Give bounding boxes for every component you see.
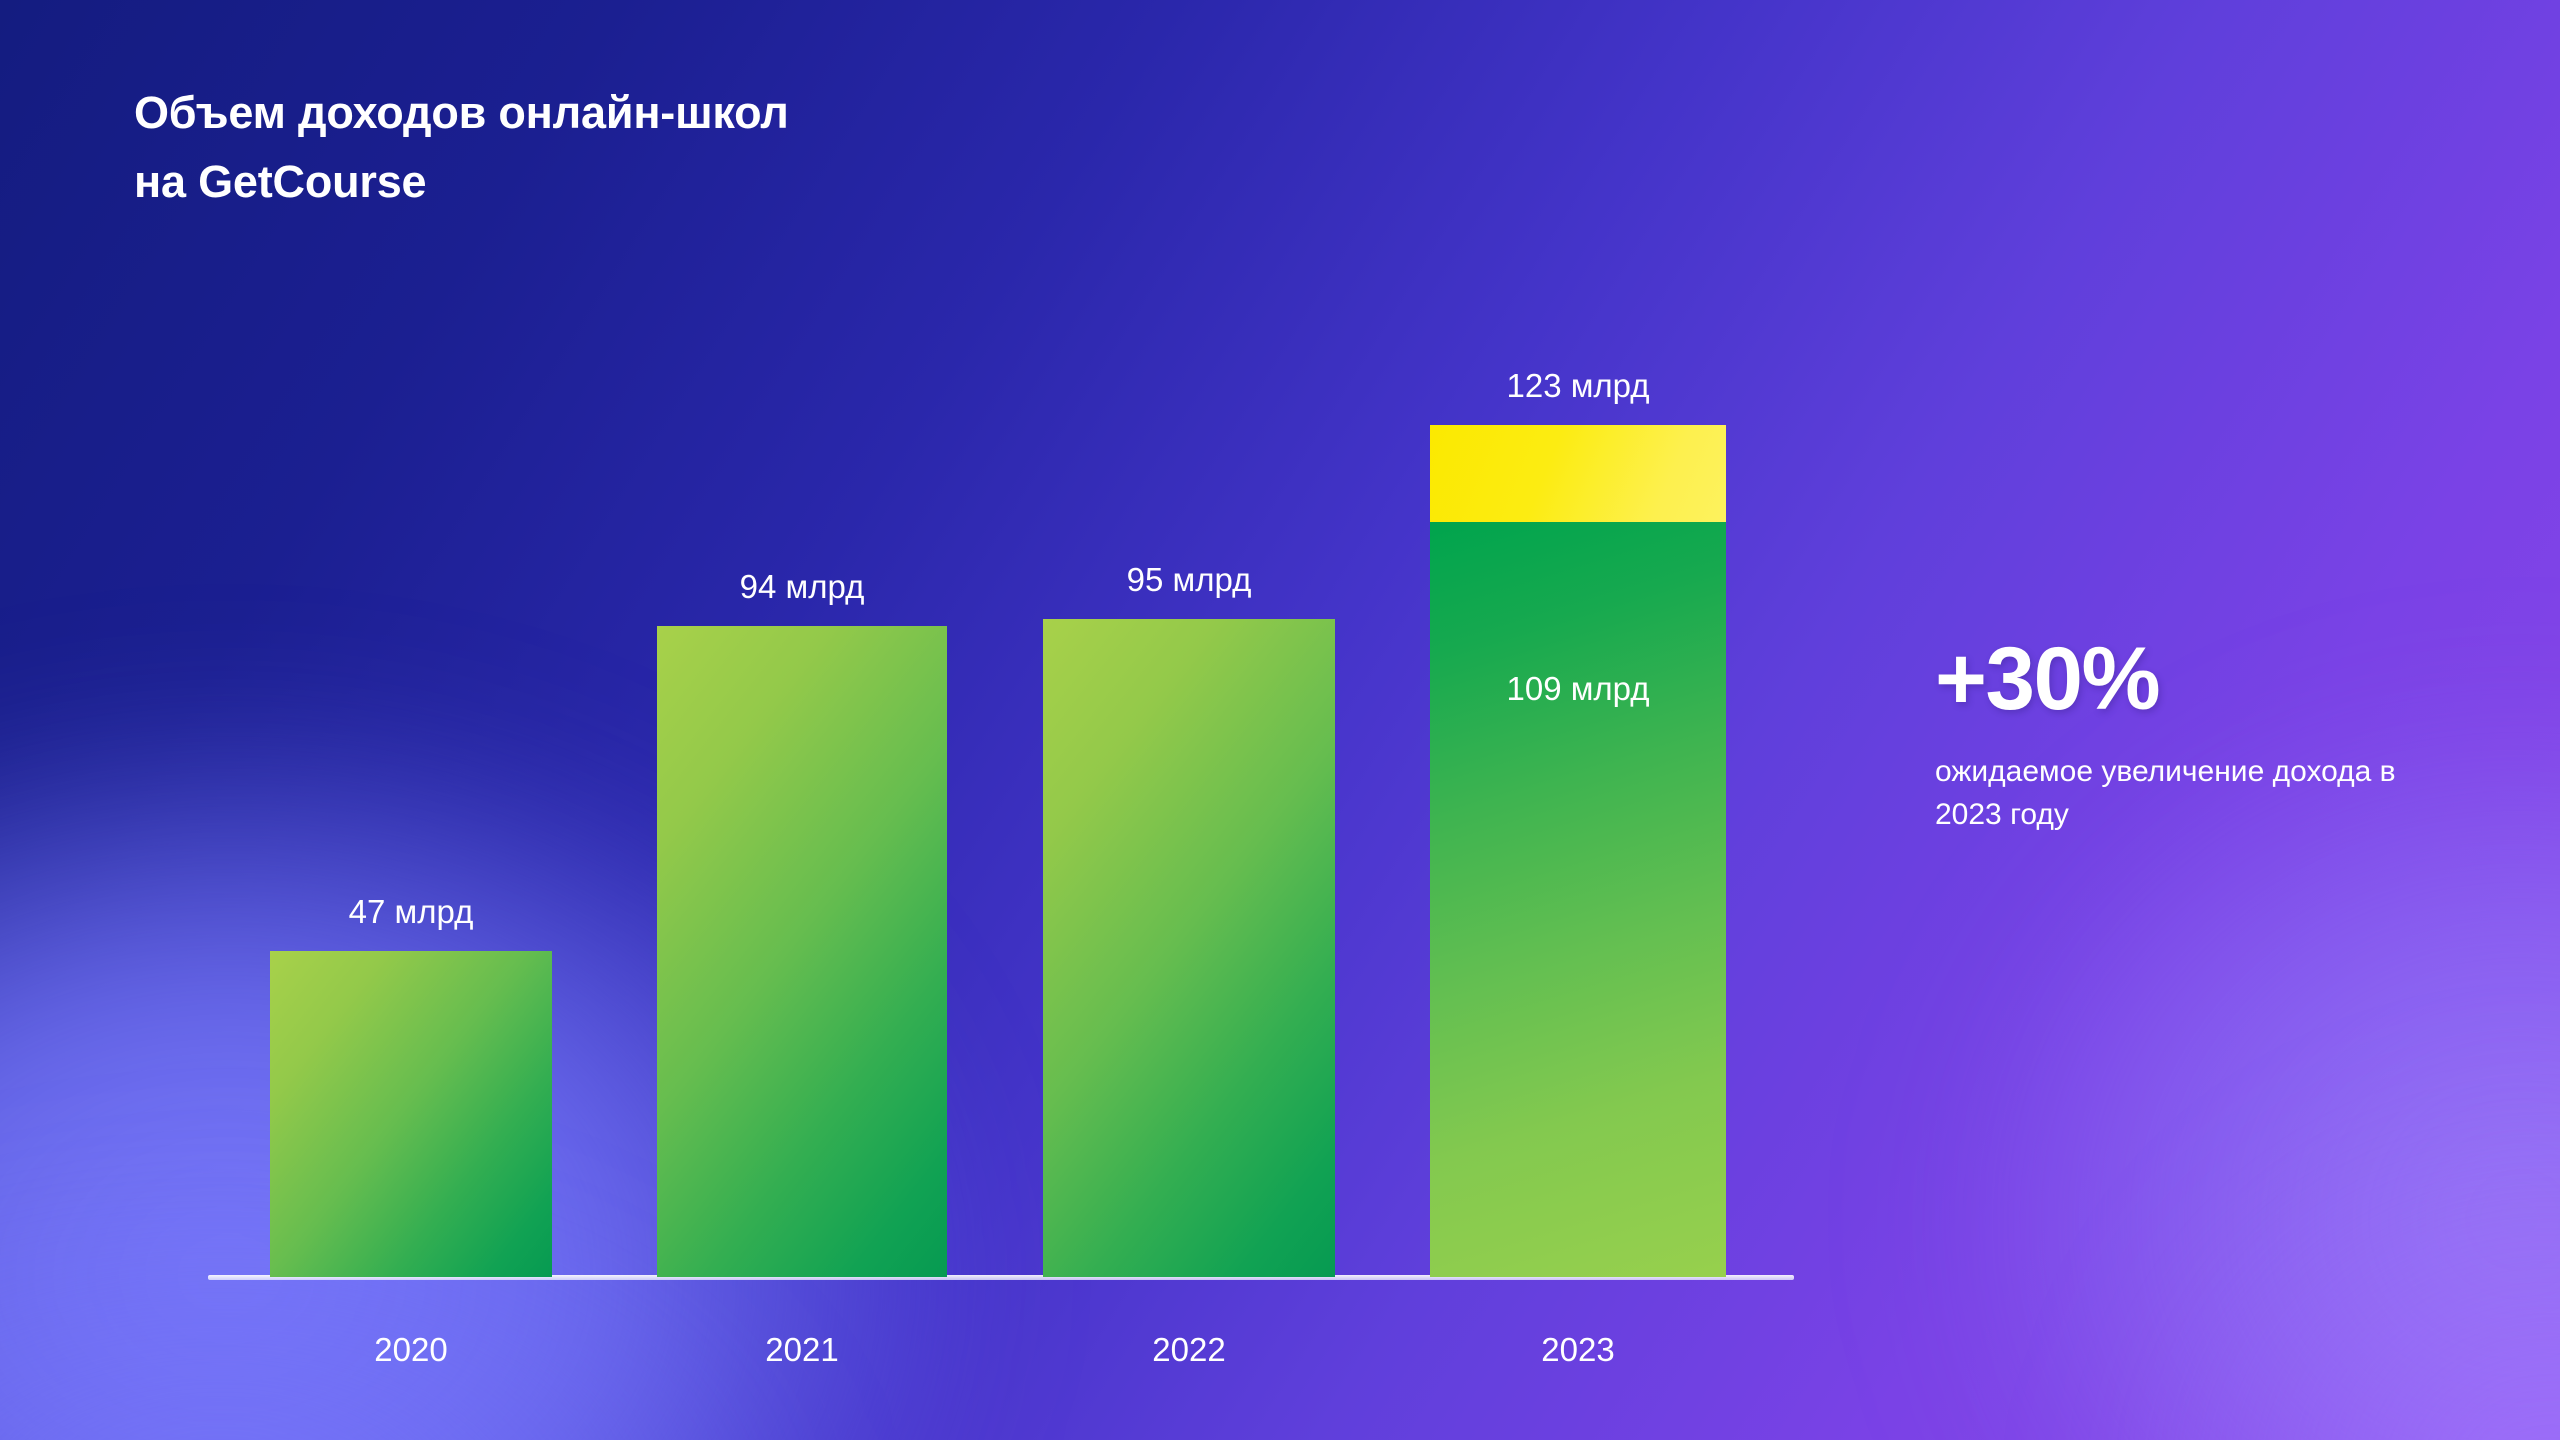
bar-segment-2023-yellow[interactable] (1430, 425, 1726, 522)
bar-group-2021[interactable]: 94 млрд 2021 (657, 568, 947, 1368)
growth-stat-panel: +30% ожидаемое увеличение дохода в 2023 … (1935, 630, 2455, 836)
bar-total-label-2021: 94 млрд (739, 567, 865, 605)
growth-stat-value: +30% (1935, 628, 2161, 728)
bar-group-2022[interactable]: 95 млрд 2022 (1043, 561, 1335, 1368)
bar-total-label-2023: 123 млрд (1506, 367, 1650, 404)
growth-stat-caption: ожидаемое увеличение дохода в 2023 году (1935, 755, 2396, 831)
bar-segment-2020-green[interactable] (270, 951, 552, 1277)
page-title-line-1: Объем доходов онлайн-школ (134, 87, 789, 138)
bar-category-label-2023: 2023 (1541, 1331, 1615, 1368)
bar-group-2020[interactable]: 47 млрд 2020 (270, 893, 552, 1368)
bar-total-label-2020: 47 млрд (348, 893, 474, 931)
bar-segment-label-2023: 109 млрд (1506, 670, 1650, 707)
chart-baseline-axis (208, 1275, 1794, 1280)
bar-category-label-2021: 2021 (765, 1331, 839, 1368)
page-title: Объем доходов онлайн-школ на GetCourse (134, 78, 1234, 216)
bar-segment-2022-green[interactable] (1043, 618, 1335, 1277)
page-title-line-2: на GetCourse (134, 156, 427, 207)
bar-segment-2021-green[interactable] (657, 625, 947, 1277)
bar-category-label-2022: 2022 (1152, 1331, 1226, 1368)
bar-total-label-2022: 95 млрд (1126, 560, 1252, 598)
bar-segment-2023-green[interactable] (1430, 521, 1726, 1277)
bar-group-2023[interactable]: 109 млрд 123 млрд 2023 (1430, 367, 1726, 1368)
bar-category-label-2020: 2020 (374, 1331, 448, 1368)
